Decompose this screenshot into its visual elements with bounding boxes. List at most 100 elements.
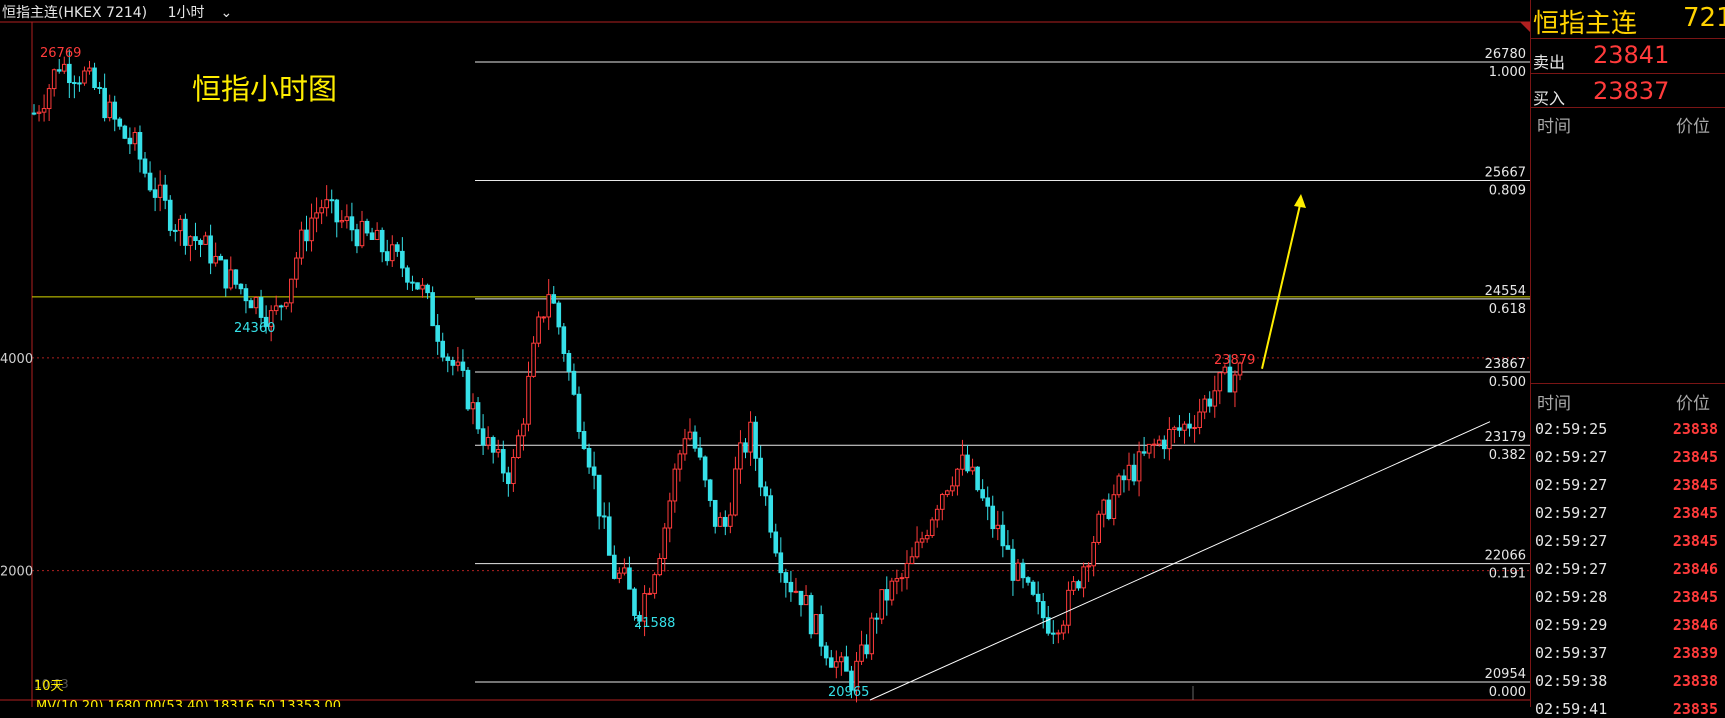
candle-up xyxy=(672,468,678,502)
tick-price: 23838 xyxy=(1672,672,1718,690)
candle-up xyxy=(738,442,743,470)
candle-up xyxy=(157,184,163,198)
candle-down xyxy=(263,316,269,327)
chevron-down-icon: ⌄ xyxy=(220,5,233,21)
candle-down xyxy=(223,259,229,289)
candle-down xyxy=(1005,545,1011,550)
candle-up xyxy=(420,284,425,290)
candle-up xyxy=(36,111,42,114)
range-days-label: 10天 xyxy=(34,679,64,694)
candle-down xyxy=(233,269,239,285)
candle-down xyxy=(1227,366,1233,393)
tick-time: 02:59:41 xyxy=(1535,700,1608,718)
candle-up xyxy=(1071,581,1076,591)
price-annotation: 23879 xyxy=(1214,353,1255,368)
candle-down xyxy=(697,447,703,458)
projection-arrow xyxy=(1261,204,1301,369)
candle-down xyxy=(248,300,254,309)
divider xyxy=(1531,107,1725,108)
candle-up xyxy=(859,644,864,662)
candle-down xyxy=(1177,427,1182,431)
candle-up xyxy=(1091,541,1096,567)
candle-down xyxy=(1025,577,1031,583)
candle-up xyxy=(934,508,940,521)
candle-down xyxy=(1141,451,1147,454)
candle-up xyxy=(1167,428,1172,450)
candle-down xyxy=(712,499,718,527)
candle-up xyxy=(909,556,915,564)
candle-up xyxy=(1126,464,1132,481)
candle-up xyxy=(717,516,723,527)
divider xyxy=(1531,73,1725,74)
candle-down xyxy=(142,158,148,174)
candle-up xyxy=(289,278,294,304)
candle-down xyxy=(773,531,779,554)
candle-down xyxy=(788,581,794,593)
candle-up xyxy=(955,468,960,487)
candle-down xyxy=(97,87,102,90)
candle-up xyxy=(894,578,900,582)
candle-up xyxy=(1056,632,1061,635)
candle-down xyxy=(425,284,430,294)
candle-down xyxy=(778,552,784,574)
candle-up xyxy=(995,524,1001,530)
candle-down xyxy=(808,595,814,635)
candle-up xyxy=(82,70,87,84)
candle-down xyxy=(31,112,37,115)
candle-up xyxy=(319,207,324,214)
price-annotation: 24360 xyxy=(234,321,275,336)
candle-up xyxy=(536,316,541,344)
candle-up xyxy=(359,220,365,247)
candle-down xyxy=(67,63,72,84)
candle-up xyxy=(273,305,279,312)
candle-down xyxy=(637,614,642,622)
instrument-label: 恒指主连(HKEX 7214) xyxy=(2,5,148,21)
fib-ratio-label: 1.000 xyxy=(1489,65,1526,80)
candle-up xyxy=(374,229,380,240)
tick-time: 02:59:38 xyxy=(1535,672,1608,690)
candle-down xyxy=(490,437,496,453)
kline-chart-panel[interactable]: 恒指主连(HKEX 7214) 1小时 ⌄ 4000 2000 26780 1.000 2… xyxy=(0,0,1530,707)
candle-up xyxy=(945,490,950,496)
candle-down xyxy=(1020,562,1026,579)
candle-down xyxy=(410,281,415,284)
candle-down xyxy=(798,590,804,606)
candle-down xyxy=(844,656,849,672)
candle-up xyxy=(733,468,738,516)
candle-up xyxy=(793,590,799,593)
support-trendline xyxy=(869,421,1491,701)
candle-down xyxy=(172,229,178,232)
candle-up xyxy=(854,660,859,691)
tick-price: 23838 xyxy=(1672,420,1718,438)
fib-ratio-label: 0.382 xyxy=(1489,448,1526,463)
tick-price: 23839 xyxy=(1672,644,1718,662)
candle-up xyxy=(919,538,925,543)
sell-price: 23841 xyxy=(1593,41,1670,69)
candle-up xyxy=(617,572,622,579)
candle-down xyxy=(1000,524,1006,547)
candle-down xyxy=(405,267,410,283)
candle-down xyxy=(92,67,97,89)
fib-ratio-label: 0.809 xyxy=(1489,183,1526,198)
buy-price: 23837 xyxy=(1593,77,1670,105)
candle-down xyxy=(379,229,385,253)
candle-up xyxy=(1202,398,1207,413)
chart-canvas[interactable]: 4000 2000 26780 1.000 25667 0.809 24554 0.618 23… xyxy=(0,0,1530,707)
candle-down xyxy=(127,137,133,145)
candle-down xyxy=(768,495,774,533)
tick-time: 02:59:29 xyxy=(1535,616,1608,634)
divider xyxy=(1531,38,1725,39)
candle-up xyxy=(839,656,844,663)
candle-up xyxy=(1222,366,1228,374)
candle-up xyxy=(1111,494,1117,519)
period-selector[interactable]: 1小时 ⌄ xyxy=(167,5,233,21)
tick-time: 02:59:27 xyxy=(1535,448,1608,466)
candle-down xyxy=(627,567,632,590)
candle-up xyxy=(1116,475,1122,496)
candle-down xyxy=(102,87,107,119)
candle-down xyxy=(606,516,612,556)
candle-up xyxy=(294,257,299,280)
candle-up xyxy=(309,217,314,242)
candle-down xyxy=(430,292,435,327)
candle-down xyxy=(415,282,420,290)
